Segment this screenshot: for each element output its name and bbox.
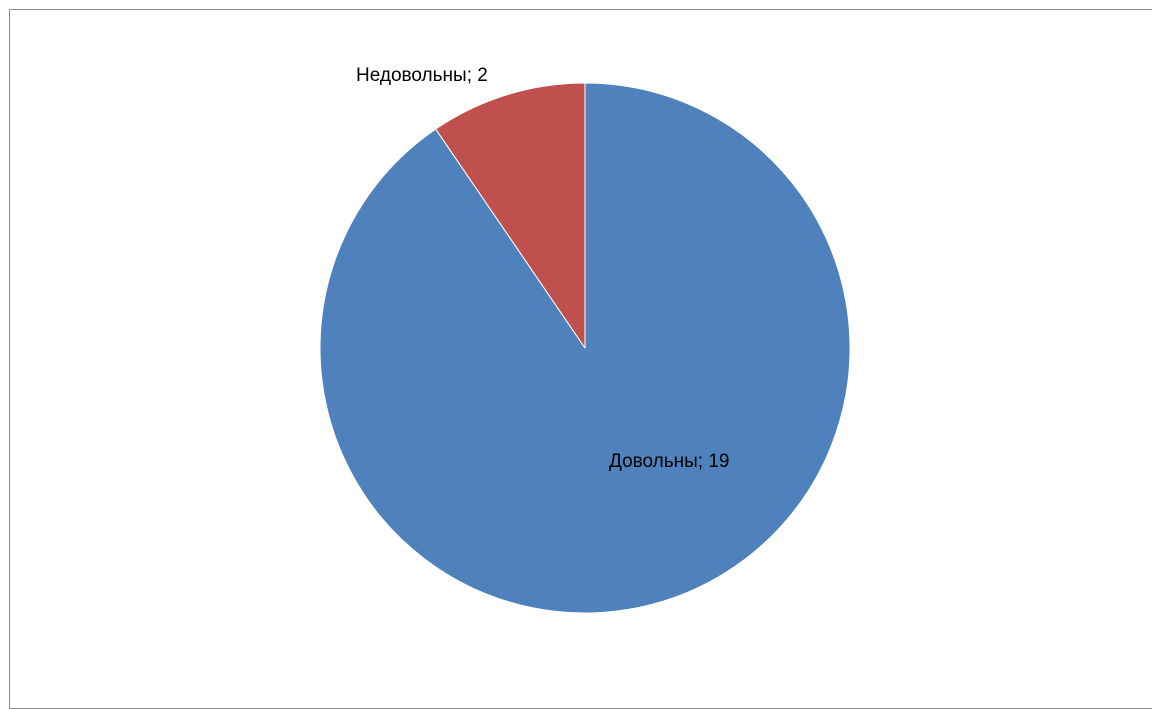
pie-slice-2 bbox=[435, 82, 586, 349]
data-label-2: Недовольны; 2 bbox=[356, 65, 488, 86]
data-label-1: Довольны; 19 bbox=[609, 451, 730, 472]
pie-slices bbox=[319, 82, 851, 614]
pie-chart: Довольны; 19 Недовольны; 2 bbox=[319, 65, 851, 614]
pie-labels: Довольны; 19 Недовольны; 2 bbox=[356, 65, 730, 472]
